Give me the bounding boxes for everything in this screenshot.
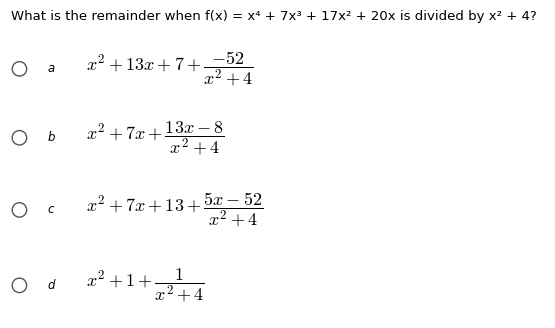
Text: $x^2 + 7x + 13 + \dfrac{5x - 52}{x^2 + 4}$: $x^2 + 7x + 13 + \dfrac{5x - 52}{x^2 + 4… bbox=[86, 191, 263, 229]
Text: $x^2 + 1 + \dfrac{1}{x^2 + 4}$: $x^2 + 1 + \dfrac{1}{x^2 + 4}$ bbox=[86, 267, 205, 304]
Text: b: b bbox=[47, 131, 55, 144]
Text: What is the remainder when f(x) = x⁴ + 7x³ + 17x² + 20x is divided by x² + 4?: What is the remainder when f(x) = x⁴ + 7… bbox=[11, 10, 537, 23]
Text: $x^2 + 7x + \dfrac{13x - 8}{x^2 + 4}$: $x^2 + 7x + \dfrac{13x - 8}{x^2 + 4}$ bbox=[86, 119, 225, 156]
Text: a: a bbox=[47, 62, 54, 75]
Text: $x^2 + 13x + 7 + \dfrac{-52}{x^2 + 4}$: $x^2 + 13x + 7 + \dfrac{-52}{x^2 + 4}$ bbox=[86, 50, 254, 88]
Text: c: c bbox=[47, 203, 54, 216]
Text: d: d bbox=[47, 279, 55, 292]
